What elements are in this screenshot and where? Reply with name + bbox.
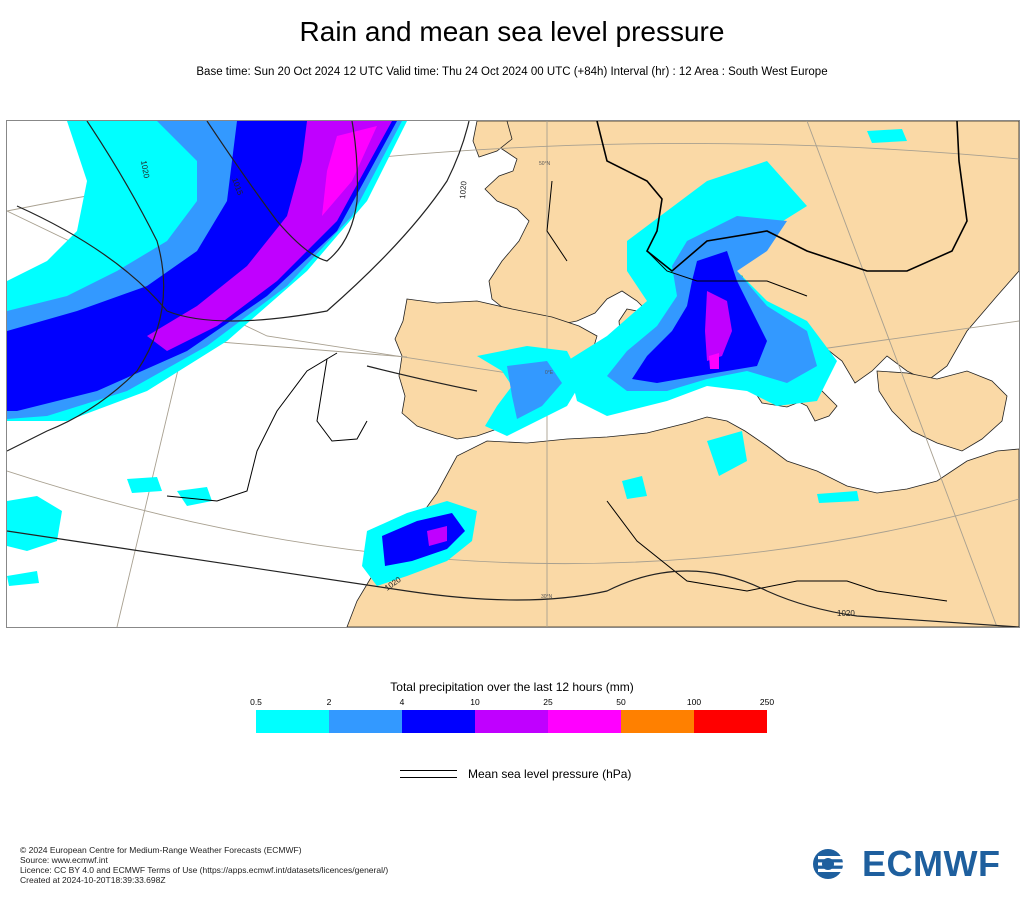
legend-tick: 0.5 (250, 697, 262, 707)
legend-swatch (256, 710, 329, 733)
footer-line: Licence: CC BY 4.0 and ECMWF Terms of Us… (20, 865, 389, 875)
isobar-label: 1020 (458, 180, 469, 199)
chart-title: Rain and mean sea level pressure (299, 16, 725, 47)
border-layer (166, 121, 968, 602)
legend-tick: 25 (543, 697, 553, 707)
legend-tick: 250 (759, 697, 775, 707)
msl-legend-line (400, 770, 457, 771)
ecmwf-logo-icon (813, 849, 854, 879)
legend-tick: 2 (326, 697, 332, 707)
legend-swatch (548, 710, 621, 733)
land-uk-south (472, 121, 513, 158)
rain-italy-heavy (632, 251, 767, 383)
graticule-label: 50°N (539, 161, 551, 167)
legend-tick: 4 (399, 697, 405, 707)
legend-swatch (329, 710, 402, 733)
precipitation-layer (7, 121, 907, 586)
legend-tick: 10 (470, 697, 480, 707)
footer-line: Source: www.ecmwf.int (20, 855, 108, 865)
msl-legend: Mean sea level pressure (hPa) (400, 766, 650, 782)
graticule-label: 0°E (545, 370, 554, 376)
graticule-label: 30°N (541, 594, 553, 600)
rain-morocco-heavy (382, 513, 465, 566)
isobar-layer (7, 121, 1019, 627)
land-balkans (876, 370, 1008, 452)
msl-legend-line (400, 777, 457, 778)
map-canvas: 1020 1015 1020 1020 1020 50°N 30°N 0°E (7, 121, 1019, 627)
graticule-labels: 50°N 30°N 0°E (539, 161, 554, 600)
legend-tick: 100 (686, 697, 702, 707)
msl-legend-label: Mean sea level pressure (hPa) (468, 767, 632, 781)
forecast-map: 1020 1015 1020 1020 1020 50°N 30°N 0°E (6, 120, 1020, 628)
isobar-label: 1020 (139, 160, 151, 180)
footer-line: © 2024 European Centre for Medium-Range … (20, 845, 302, 855)
legend-colorbar (256, 710, 767, 733)
ecmwf-logo-text: ECMWF (862, 843, 1001, 884)
footer-line: Created at 2024-10-20T18:39:33.698Z (20, 875, 166, 885)
footer-credits: © 2024 European Centre for Medium-Range … (20, 845, 388, 885)
isobar-label: 1020 (837, 609, 855, 618)
legend-title: Total precipitation over the last 12 hou… (390, 680, 634, 694)
legend-swatch (402, 710, 475, 733)
legend-swatch (475, 710, 548, 733)
legend-tick: 50 (616, 697, 626, 707)
ecmwf-logo: ECMWF (812, 843, 1001, 884)
chart-subtitle: Base time: Sun 20 Oct 2024 12 UTC Valid … (196, 66, 828, 78)
legend-swatch (694, 710, 767, 733)
legend-swatch (621, 710, 694, 733)
